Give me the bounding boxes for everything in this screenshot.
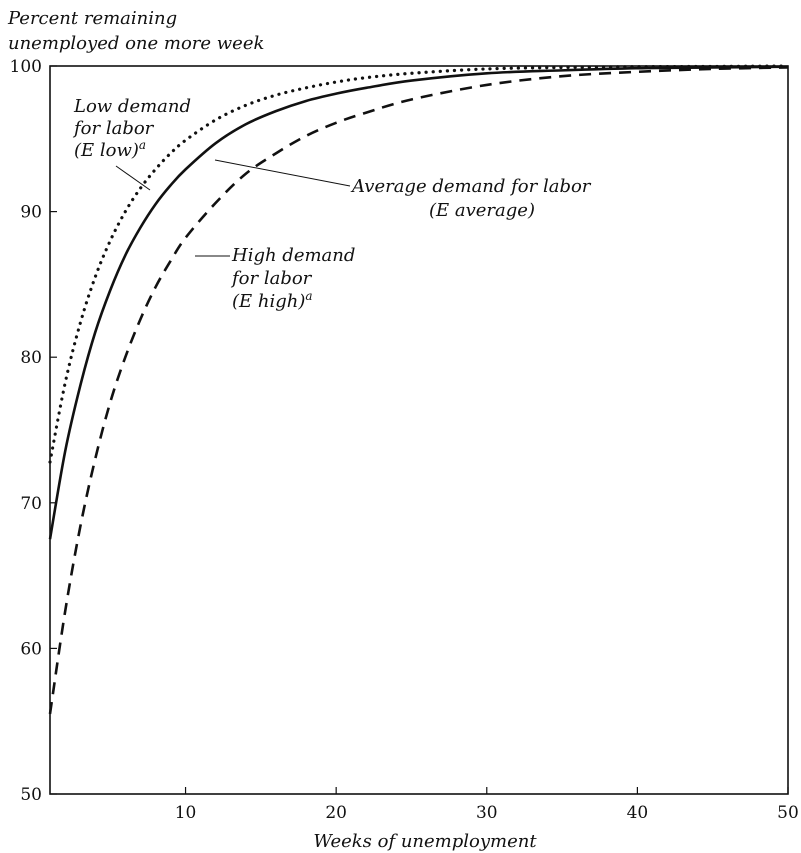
series-layer [48, 64, 790, 715]
annotation-average-demand: Average demand for labor (E average) [214, 159, 592, 221]
y-tick-label: 90 [20, 203, 42, 223]
annotation-high-line-3-text: (E high) [232, 291, 305, 312]
series-line-dotted [48, 64, 790, 464]
x-tick-label: 30 [476, 803, 498, 823]
annotation-low-line-1: Low demand [73, 96, 191, 117]
annotation-high-line-1: High demand [231, 245, 355, 266]
y-tick-label: 100 [10, 57, 42, 77]
x-axis-title: Weeks of unemployment [313, 831, 537, 852]
annotation-high-demand: High demand for labor (E high)a [195, 245, 355, 312]
y-axis-title-line-2: unemployed one more week [8, 33, 264, 54]
annotation-low-demand: Low demand for labor (E low)a [72, 96, 191, 191]
series-line-dashed [48, 66, 789, 715]
x-tick-label: 10 [175, 803, 197, 823]
x-tick-label: 20 [325, 803, 347, 823]
annotation-avg-leader [214, 159, 351, 187]
annotation-avg-line-2: (E average) [429, 200, 535, 221]
plot-frame [49, 65, 789, 795]
y-axis: 50 60 70 80 90 100 [10, 57, 57, 805]
x-tick-label: 50 [777, 803, 799, 823]
annotation-avg-line-1: Average demand for labor [350, 176, 592, 197]
y-tick-label: 80 [20, 348, 42, 368]
y-axis-title-line-1: Percent remaining [7, 8, 177, 29]
annotation-high-line-3: (E high)a [232, 289, 313, 312]
y-tick-label: 60 [20, 639, 42, 659]
annotation-high-line-2: for labor [230, 268, 313, 289]
x-tick-label: 40 [627, 803, 649, 823]
annotation-low-line-2: for labor [72, 118, 155, 139]
series-line-solid [48, 65, 789, 540]
y-tick-label: 50 [20, 785, 42, 805]
annotation-low-leader [115, 165, 151, 191]
y-tick-label: 70 [20, 494, 42, 514]
annotation-high-sup: a [305, 289, 312, 303]
annotation-low-sup: a [139, 138, 146, 152]
annotation-low-line-3-text: (E low) [74, 140, 139, 161]
x-axis: 10 20 30 40 50 [175, 787, 799, 823]
annotation-low-line-3: (E low)a [74, 138, 146, 161]
